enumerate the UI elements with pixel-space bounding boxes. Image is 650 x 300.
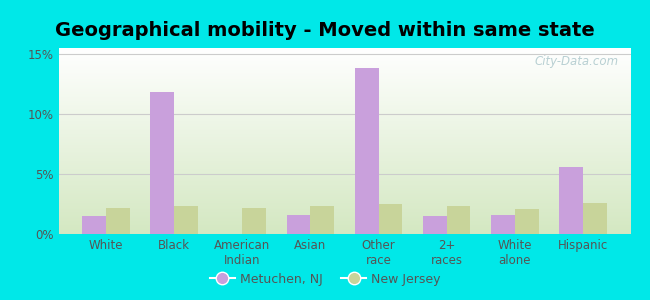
Bar bbox=[311, 206, 334, 234]
Bar bbox=[515, 209, 539, 234]
Bar bbox=[422, 216, 447, 234]
Bar bbox=[491, 215, 515, 234]
Bar bbox=[559, 167, 583, 234]
Bar bbox=[150, 92, 174, 234]
Bar bbox=[287, 215, 311, 234]
Bar bbox=[83, 216, 106, 234]
Text: City-Data.com: City-Data.com bbox=[535, 56, 619, 68]
Bar bbox=[174, 206, 198, 234]
Bar bbox=[242, 208, 266, 234]
Bar bbox=[583, 203, 606, 234]
Bar bbox=[106, 208, 130, 234]
Bar bbox=[355, 68, 378, 234]
Bar bbox=[378, 204, 402, 234]
Text: Geographical mobility - Moved within same state: Geographical mobility - Moved within sam… bbox=[55, 21, 595, 40]
Bar bbox=[447, 206, 471, 234]
Legend: Metuchen, NJ, New Jersey: Metuchen, NJ, New Jersey bbox=[205, 268, 445, 291]
